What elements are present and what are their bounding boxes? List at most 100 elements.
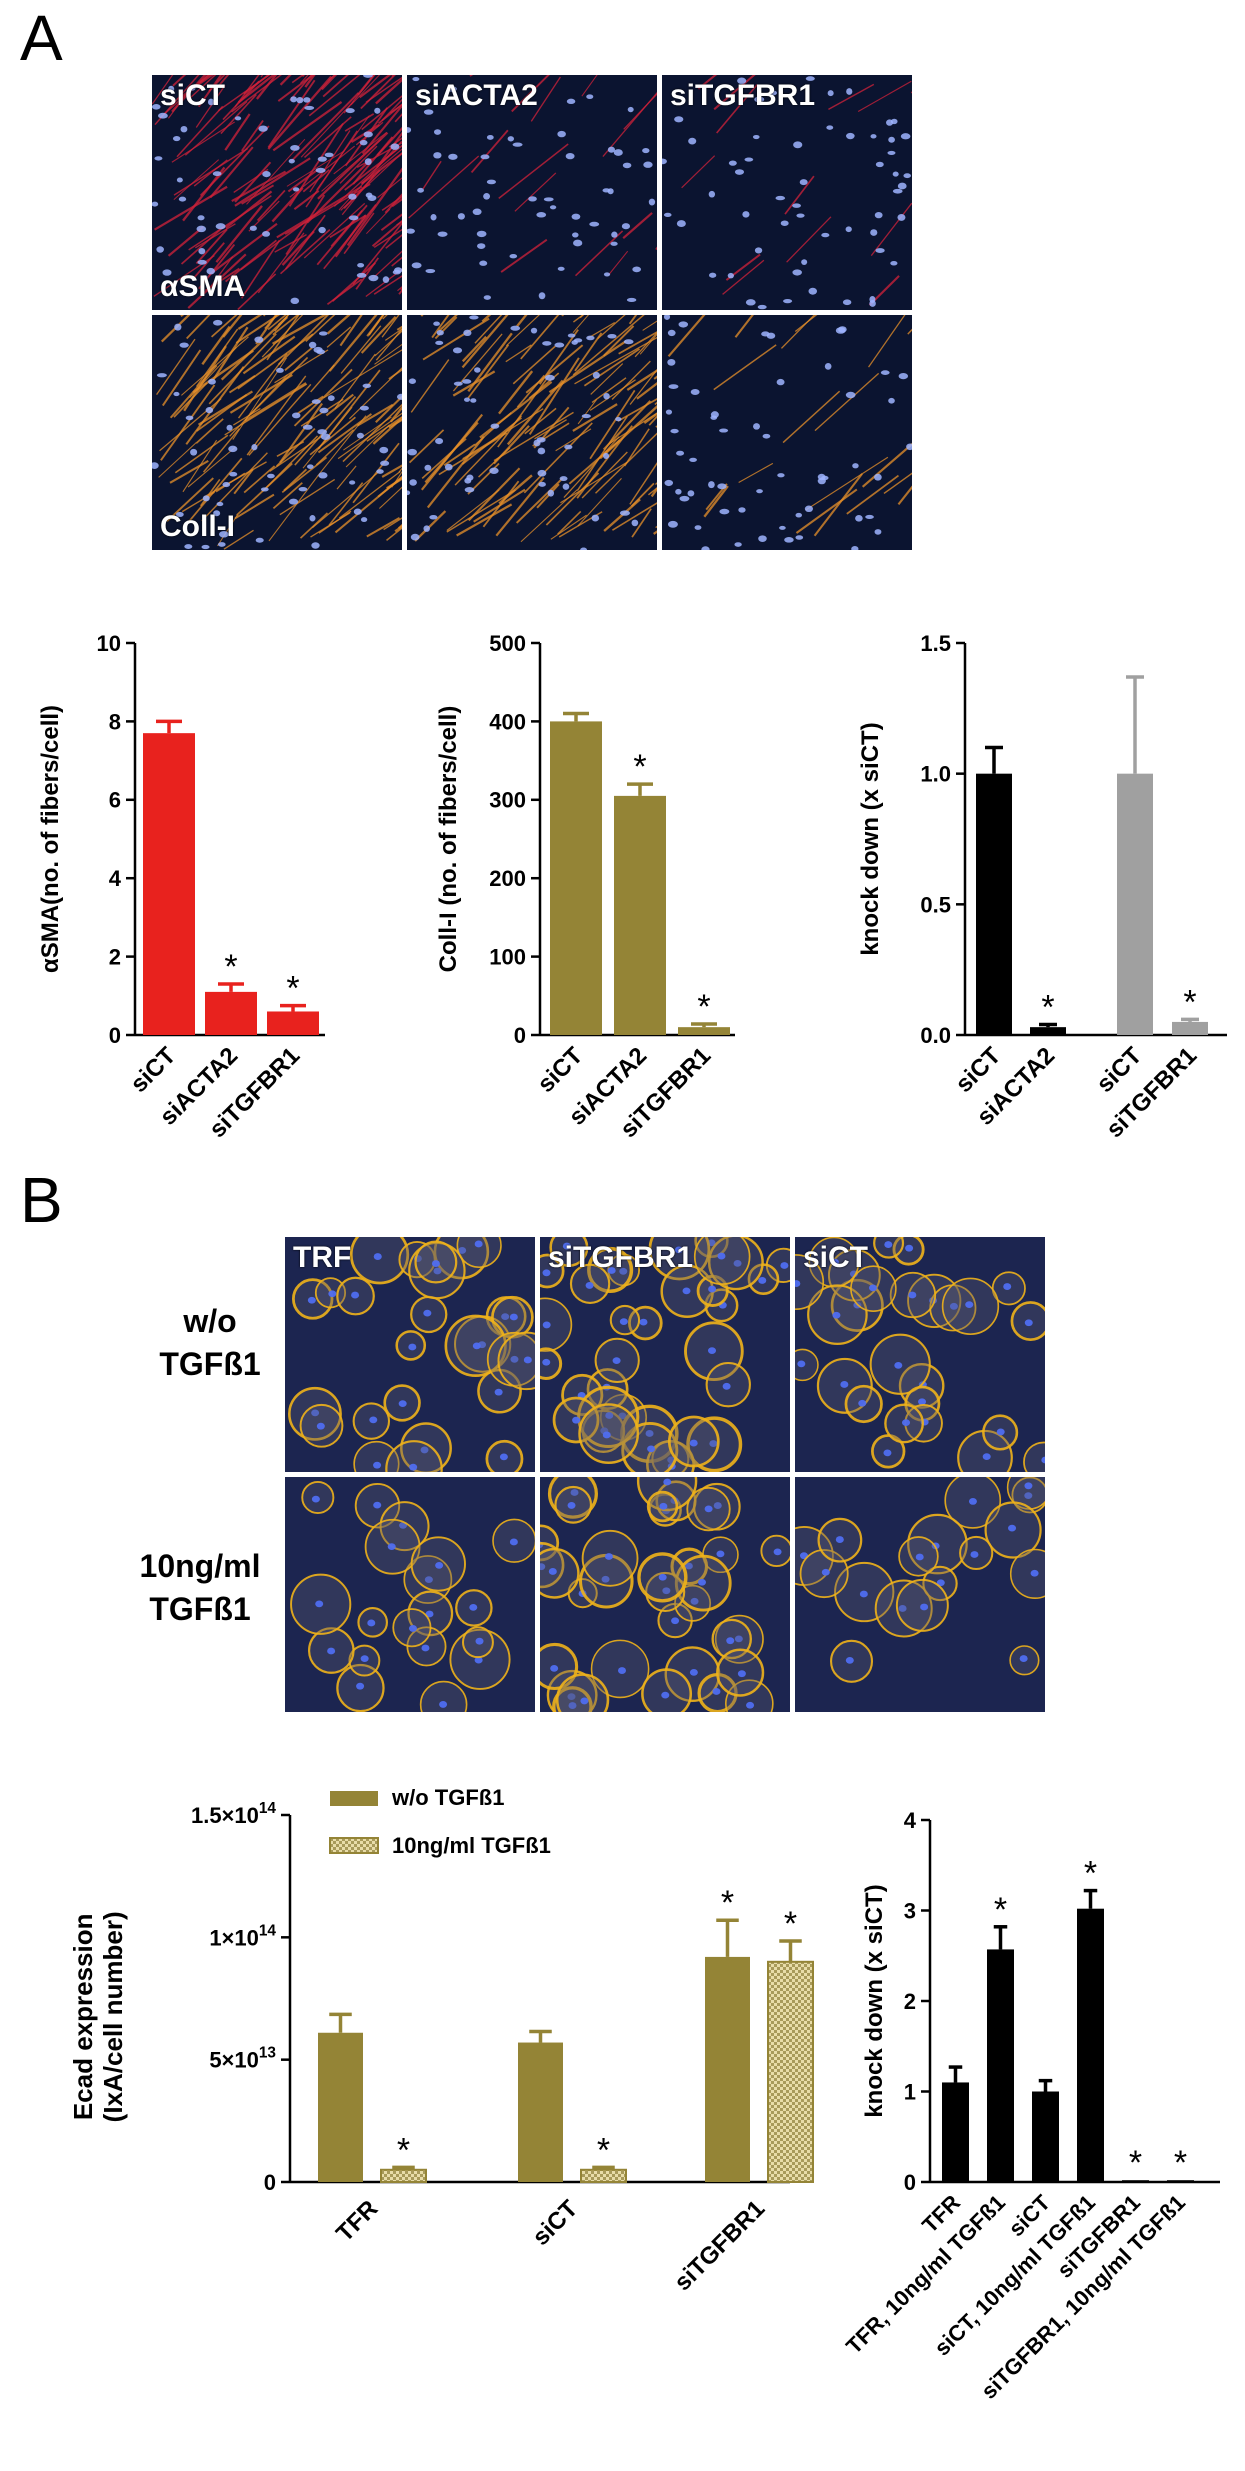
cell-outline	[549, 1237, 589, 1267]
nucleus	[684, 1562, 693, 1570]
nucleus	[674, 1246, 683, 1254]
nucleus	[707, 1347, 716, 1355]
cell-outline	[456, 1237, 502, 1269]
nucleus	[512, 142, 523, 147]
nucleus	[779, 525, 786, 530]
nucleus	[365, 192, 373, 198]
nucleus	[156, 246, 164, 253]
fiber-stain	[373, 228, 402, 248]
nucleus	[605, 1412, 614, 1419]
nucleus	[327, 1647, 336, 1655]
nucleus	[307, 1296, 316, 1304]
fiber-stain	[421, 438, 467, 479]
fiber-stain	[883, 472, 912, 495]
fiber-stain	[722, 259, 765, 295]
nucleus	[290, 96, 297, 103]
fiber-stain	[195, 223, 236, 249]
nucleus	[429, 515, 438, 520]
micrograph-asma-sict: siCT αSMA	[152, 75, 402, 310]
fiber-stain	[323, 349, 402, 399]
nucleus	[796, 213, 805, 218]
bar	[267, 1011, 319, 1035]
nucleus	[423, 525, 430, 532]
fiber-stain	[272, 315, 299, 336]
row-label-line: w/o	[183, 1303, 237, 1339]
y-tick-label: 1×1014	[209, 1922, 276, 1950]
fiber-stain	[500, 238, 548, 273]
fiber-stain	[366, 415, 402, 442]
bar	[1117, 773, 1153, 1035]
fiber-stain	[626, 369, 657, 391]
nucleus	[168, 85, 175, 93]
fiber-stain	[473, 488, 526, 523]
cell-outline	[419, 1680, 468, 1712]
nucleus	[898, 1605, 907, 1612]
nucleus	[382, 276, 390, 284]
significance-star: *	[784, 1905, 797, 1943]
nucleus	[464, 477, 472, 484]
cell-outline	[648, 1237, 711, 1281]
bar	[205, 991, 257, 1035]
significance-star: *	[697, 988, 710, 1026]
nucleus	[447, 86, 457, 92]
y-tick-label: 100	[489, 945, 526, 970]
fiber-stain	[344, 144, 402, 191]
nucleus	[489, 467, 499, 474]
fiber-stain	[356, 142, 402, 169]
significance-star: *	[286, 970, 299, 1008]
row-label-line: TGFß1	[149, 1591, 251, 1628]
nucleus	[742, 211, 750, 218]
nucleus	[908, 1291, 917, 1299]
nucleus	[821, 1568, 830, 1576]
fiber-stain	[210, 315, 238, 338]
fiber-stain	[325, 393, 354, 417]
nucleus	[658, 1573, 667, 1581]
micrograph-sitgfbr1-tgfb1	[540, 1477, 790, 1712]
nucleus	[222, 482, 231, 488]
fiber-stain	[225, 190, 273, 229]
micrograph-colli-siacta2	[407, 315, 657, 550]
nucleus	[356, 272, 367, 278]
nucleus	[874, 529, 882, 535]
nucleus	[737, 77, 747, 85]
cell-outline	[552, 1686, 593, 1712]
y-tick-label: 0.0	[920, 1023, 951, 1048]
fiber-stain	[293, 368, 353, 427]
fiber-stain	[506, 379, 564, 446]
nucleus	[668, 384, 679, 389]
nucleus	[483, 192, 491, 200]
fiber-stain	[317, 131, 389, 200]
nucleus	[689, 1668, 698, 1676]
y-tick-label: 0.5	[920, 892, 951, 917]
fiber-stain	[539, 329, 579, 385]
nucleus	[387, 1543, 396, 1551]
fiber-stain	[326, 326, 352, 348]
nucleus	[708, 481, 715, 489]
nucleus	[176, 177, 183, 183]
nucleus	[618, 1412, 627, 1420]
nucleus	[373, 1253, 382, 1260]
fiber-stain	[422, 160, 442, 190]
nucleus	[407, 448, 417, 456]
nucleus	[880, 370, 890, 375]
nucleus	[1019, 1655, 1028, 1662]
nucleus	[581, 414, 591, 419]
fiber-stain	[597, 315, 626, 340]
nucleus	[780, 1262, 789, 1269]
nucleus	[557, 266, 565, 271]
nucleus	[162, 269, 172, 276]
significance-star: *	[1084, 1855, 1097, 1893]
fiber-stain	[493, 425, 530, 465]
fiber-stain	[408, 155, 480, 219]
micrograph-sitgfbr1-tgfb1-image	[540, 1477, 790, 1712]
fiber-stain	[536, 483, 560, 509]
nucleus	[316, 1422, 325, 1430]
fiber-stain	[240, 239, 281, 299]
nucleus	[870, 134, 877, 139]
nucleus	[738, 507, 746, 513]
nucleus	[602, 1431, 611, 1439]
y-tick-label: 200	[489, 866, 526, 891]
nucleus	[710, 415, 718, 420]
fiber-stain	[203, 461, 267, 498]
fiber-stain	[291, 75, 305, 84]
